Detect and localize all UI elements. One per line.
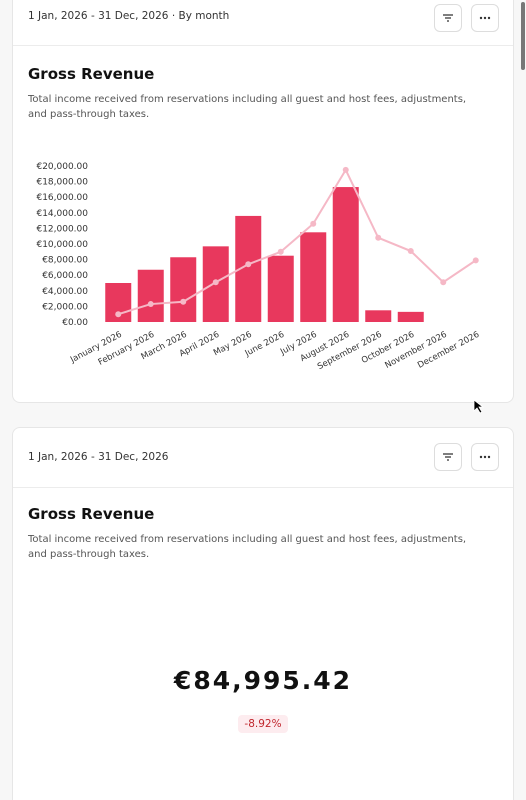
card-description: Total income received from reservations … [28,94,467,120]
card-title: Gross Revenue [28,65,155,83]
y-tick-label: €2,000.00 [42,302,88,312]
grouping: By month [178,10,230,22]
y-tick-label: €14,000.00 [36,209,88,219]
change-wrap: -8.92% [13,712,513,733]
y-tick-label: €12,000.00 [36,224,88,234]
cursor [473,399,485,414]
bar [170,257,197,322]
summary-card: 1 Jan, 2026 - 31 Dec, 2026 Gross Revenue… [12,427,514,800]
y-tick-label: €6,000.00 [42,271,88,281]
line [117,167,477,316]
card-title: Gross Revenue [28,505,155,523]
line-point [342,166,349,173]
chart-card: 1 Jan, 2026 - 31 Dec, 2026 · By month Gr… [12,0,514,403]
divider [13,487,513,488]
bar [300,232,327,322]
line-point [310,220,317,227]
filter-button[interactable] [434,4,462,32]
more-button[interactable] [471,4,499,32]
line-point [147,301,154,308]
card-description: Total income received from reservations … [28,534,467,560]
bar [137,269,164,322]
y-tick-label: €4,000.00 [42,287,88,297]
scrollbar[interactable] [521,2,525,70]
filter-icon [443,14,453,22]
more-icon [479,16,491,20]
y-tick-label: €0.00 [62,318,88,328]
divider [13,45,513,46]
y-tick-label: €16,000.00 [36,193,88,203]
date-range: 1 Jan, 2026 - 31 Dec, 2026 · By month [28,10,230,22]
bar [332,187,359,322]
total-value: €84,995.42 [173,666,353,695]
more-button[interactable] [471,443,499,471]
line-point [375,234,382,241]
line-point [115,311,122,318]
y-tick-label: €18,000.00 [36,178,88,188]
more-icon [479,455,491,459]
bar [397,311,424,322]
date-range-text: 1 Jan, 2026 - 31 Dec, 2026 [28,10,169,22]
filter-icon [443,453,453,461]
y-tick-label: €8,000.00 [42,256,88,266]
line-point [277,248,284,255]
date-range: 1 Jan, 2026 - 31 Dec, 2026 [28,451,169,463]
y-tick-label: €10,000.00 [36,240,88,250]
bar [267,255,294,322]
filter-button[interactable] [434,443,462,471]
change-badge: -8.92% [238,715,288,733]
line-point [440,279,447,286]
bar [365,310,392,322]
line-point [407,248,414,255]
chart: €0.00 €2,000.00 €4,000.00 €6,000.00 €8,000.0… [36,162,481,372]
line-point [472,257,479,264]
y-tick-label: €20,000.00 [36,162,88,172]
line-point [212,279,219,286]
line-point [245,261,252,268]
line-point [180,298,187,305]
